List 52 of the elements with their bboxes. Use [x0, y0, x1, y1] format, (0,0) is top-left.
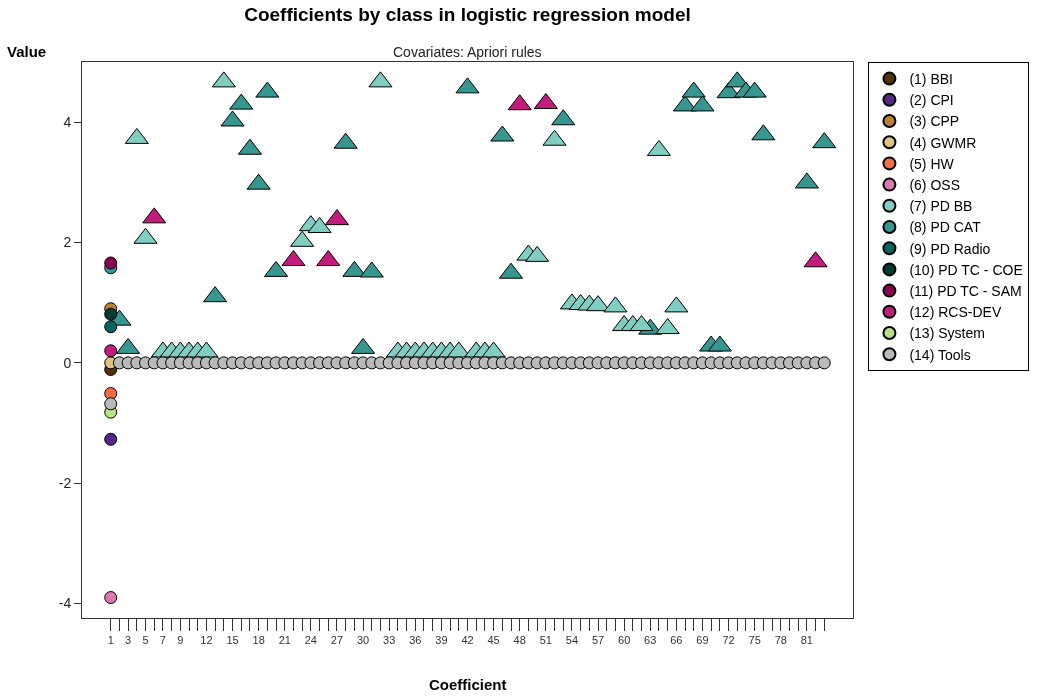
legend-label: (11) PD TC - SAM: [909, 283, 1022, 300]
legend-label: (4) GWMR: [909, 134, 977, 151]
x-tick-label: 45: [487, 634, 500, 647]
x-tick-label: 7: [159, 634, 166, 647]
y-axis-title: Value: [7, 43, 47, 60]
x-tick-label: 12: [200, 634, 213, 647]
y-tick-label: -4: [58, 595, 72, 612]
x-tick-label: 33: [383, 634, 396, 647]
legend-label: (10) PD TC - COE: [909, 261, 1023, 278]
legend-label: (12) RCS-DEV: [909, 304, 1002, 321]
x-tick-label: 9: [177, 634, 184, 647]
x-tick-label: 66: [670, 634, 683, 647]
legend-label: (8) PD CAT: [909, 219, 982, 236]
x-tick-label: 81: [800, 634, 814, 647]
legend-label: (3) CPP: [909, 113, 960, 130]
x-tick-label: 63: [644, 634, 657, 647]
legend-label: (6) OSS: [909, 177, 960, 194]
x-tick-label: 48: [513, 634, 526, 647]
x-tick-label: 21: [278, 634, 291, 647]
x-tick-label: 72: [722, 634, 735, 647]
chart-subtitle: Covariates: Apriori rules: [393, 44, 542, 60]
legend-label: (1) BBI: [909, 71, 953, 88]
x-tick-label: 42: [461, 634, 474, 647]
x-tick-label: 54: [565, 634, 579, 647]
x-tick-label: 60: [618, 634, 631, 647]
chart-title: Coefficients by class in logistic regression model: [244, 4, 691, 26]
x-tick-label: 36: [409, 634, 422, 647]
y-tick-label: 4: [63, 114, 72, 131]
x-tick-label: 78: [774, 634, 787, 647]
y-tick-label: 0: [63, 354, 72, 371]
x-tick-label: 18: [252, 634, 265, 647]
x-tick-label: 1: [107, 634, 114, 647]
y-tick-label: -2: [58, 475, 72, 492]
x-tick-label: 24: [304, 634, 317, 647]
x-tick-label: 69: [696, 634, 709, 647]
x-tick-label: 27: [330, 634, 344, 647]
x-tick-label: 30: [356, 634, 370, 647]
x-tick-label: 3: [125, 634, 132, 647]
y-tick-label: 2: [63, 234, 72, 251]
legend-label: (9) PD Radio: [909, 240, 991, 257]
legend-label: (14) Tools: [909, 346, 971, 363]
x-tick-label: 57: [591, 634, 605, 647]
x-tick-label: 5: [142, 634, 149, 647]
x-tick-label: 39: [435, 634, 448, 647]
x-tick-label: 15: [226, 634, 239, 647]
legend-label: (13) System: [909, 325, 985, 342]
legend-label: (7) PD BB: [909, 198, 973, 215]
legend-label: (2) CPI: [909, 92, 954, 109]
x-tick-label: 75: [748, 634, 761, 647]
legend-label: (5) HW: [909, 155, 955, 172]
x-tick-label: 51: [539, 634, 552, 647]
x-axis-title: Coefficient: [429, 676, 507, 693]
